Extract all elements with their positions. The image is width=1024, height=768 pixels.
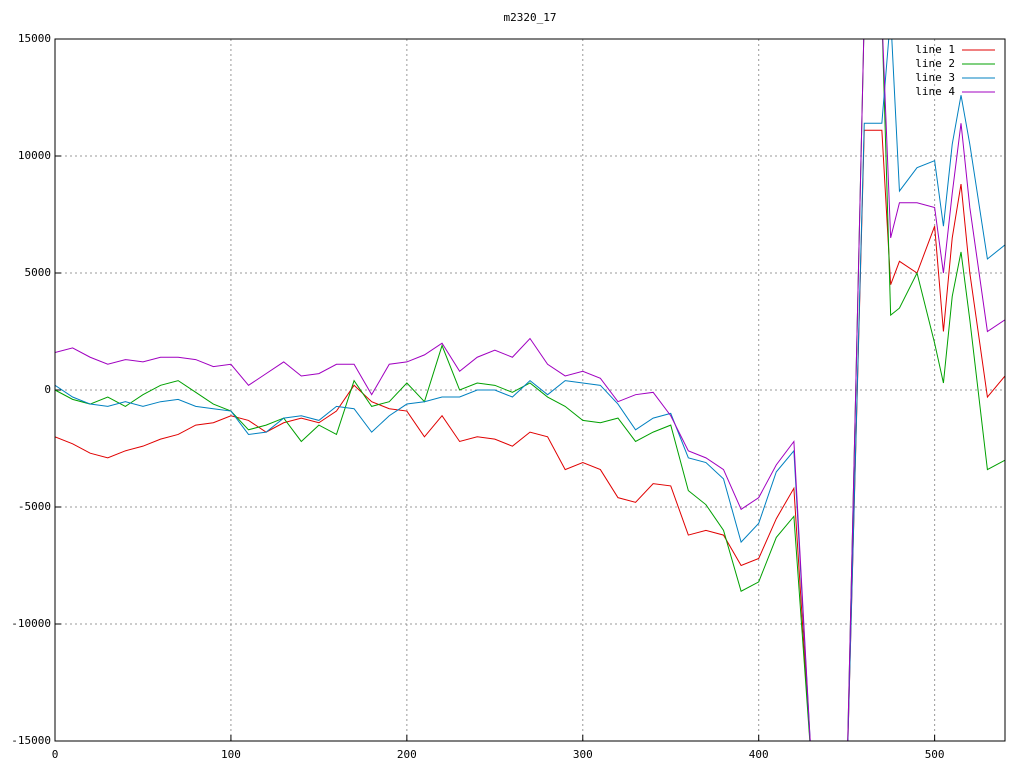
x-tick-label: 0 (52, 748, 59, 761)
x-tick-label: 300 (573, 748, 593, 761)
data-line (55, 129, 1005, 741)
x-tick-label: 100 (221, 748, 241, 761)
y-tick-label: 10000 (18, 149, 51, 162)
y-tick-label: 0 (44, 383, 51, 396)
legend-label: line 4 (915, 85, 955, 98)
legend-label: line 1 (915, 43, 955, 56)
data-line (55, 39, 1005, 741)
legend-label: line 3 (915, 71, 955, 84)
plot-frame (54, 38, 1006, 742)
y-tick-label: -15000 (11, 734, 51, 747)
y-tick-label: 15000 (18, 32, 51, 45)
x-tick-label: 400 (749, 748, 769, 761)
y-tick-label: 5000 (25, 266, 52, 279)
legend-label: line 2 (915, 57, 955, 70)
y-tick-label: -10000 (11, 617, 51, 630)
x-tick-label: 200 (397, 748, 417, 761)
data-line (55, 39, 1005, 741)
y-tick-label: -5000 (18, 500, 51, 513)
x-tick-label: 500 (925, 748, 945, 761)
data-line (55, 39, 1005, 741)
chart-title: m2320_17 (504, 11, 557, 24)
